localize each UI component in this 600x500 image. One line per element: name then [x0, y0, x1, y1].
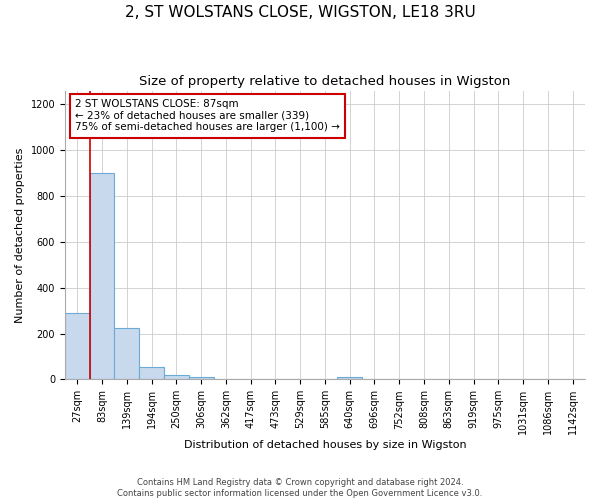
Bar	[189, 377, 214, 380]
Bar	[139, 366, 164, 380]
Bar	[337, 377, 362, 380]
Bar	[115, 328, 139, 380]
Title: Size of property relative to detached houses in Wigston: Size of property relative to detached ho…	[139, 75, 511, 88]
Bar	[164, 375, 189, 380]
Bar	[89, 173, 115, 380]
Text: 2 ST WOLSTANS CLOSE: 87sqm
← 23% of detached houses are smaller (339)
75% of sem: 2 ST WOLSTANS CLOSE: 87sqm ← 23% of deta…	[76, 99, 340, 132]
Text: 2, ST WOLSTANS CLOSE, WIGSTON, LE18 3RU: 2, ST WOLSTANS CLOSE, WIGSTON, LE18 3RU	[125, 5, 475, 20]
Y-axis label: Number of detached properties: Number of detached properties	[15, 148, 25, 322]
Bar	[65, 313, 89, 380]
Text: Contains HM Land Registry data © Crown copyright and database right 2024.
Contai: Contains HM Land Registry data © Crown c…	[118, 478, 482, 498]
X-axis label: Distribution of detached houses by size in Wigston: Distribution of detached houses by size …	[184, 440, 466, 450]
